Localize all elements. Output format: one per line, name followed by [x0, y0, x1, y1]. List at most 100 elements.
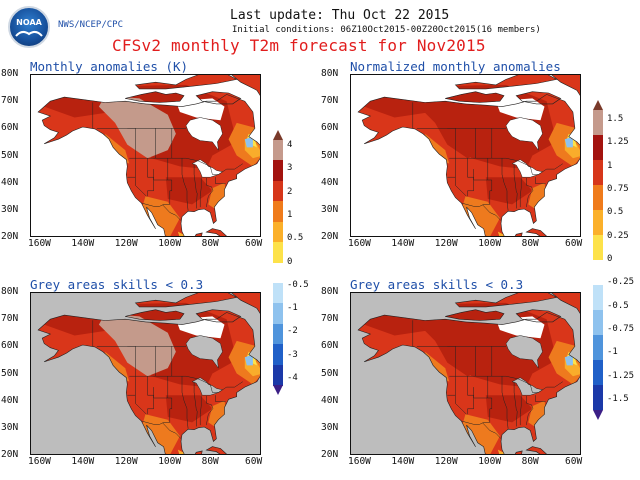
- coastline: [125, 91, 185, 103]
- lon-tick-label: 80W: [521, 456, 539, 467]
- lat-tick-label: 60N: [1, 122, 19, 134]
- anomaly-zone: [418, 313, 496, 377]
- coastline: [205, 228, 229, 237]
- colorbar-tick-label: 4: [287, 140, 293, 150]
- colorbar-top-arrow: [593, 100, 603, 110]
- colorbar-segment: [273, 303, 283, 325]
- colorbar-segment: [273, 140, 283, 161]
- lat-tick-label: 20N: [1, 231, 19, 242]
- lon-tick-label: 120W: [114, 238, 138, 249]
- border-line: [535, 395, 546, 402]
- lat-tick-label: 60N: [1, 340, 19, 352]
- cold-zone: [244, 354, 253, 366]
- lon-tick-label: 60W: [245, 456, 263, 467]
- border-line: [526, 178, 534, 208]
- colorbar-tick-label: 0.5: [607, 207, 624, 218]
- anomaly-zone: [418, 95, 496, 159]
- coastline: [37, 312, 261, 455]
- lat-tick-label: 70N: [321, 313, 339, 325]
- coastline: [230, 292, 261, 316]
- colorbar-tick-label: -1.5: [607, 394, 629, 404]
- border-line: [449, 157, 563, 175]
- colorbar-segment: [273, 364, 283, 386]
- colorbar-segment: [593, 110, 603, 135]
- lat-tick-label: 30N: [1, 203, 19, 215]
- lat-tick-label: 30N: [321, 421, 339, 433]
- coastline: [195, 91, 242, 105]
- coastline: [525, 228, 549, 237]
- noaa-logo-text: NOAA: [16, 18, 42, 27]
- colorbar-anomalies: 4 3 2 1 0.5 0 -0.5 -1 -2 -3 -4: [273, 130, 309, 395]
- coastline: [205, 446, 229, 455]
- border-line: [147, 158, 154, 197]
- colorbar-segment: [273, 242, 283, 264]
- lon-tick-label: 60W: [565, 238, 583, 249]
- colorbar-normalized: 1.5 1.25 1 0.75 0.5 0.25 0 -0.25 -0.5 -0.75 -1 -1.2…: [593, 100, 634, 420]
- border-line: [473, 387, 488, 399]
- border-line: [153, 387, 168, 399]
- colorbar-segment: [593, 210, 603, 235]
- temperature-anomaly-map: [350, 74, 581, 237]
- lon-tick-label: 80W: [201, 238, 219, 249]
- border-line: [153, 169, 168, 181]
- colorbar-tick-label: -3: [287, 349, 298, 360]
- border-line: [129, 157, 243, 175]
- border-line: [206, 178, 214, 208]
- lat-tick-label: 50N: [1, 149, 19, 161]
- border-line: [473, 169, 488, 181]
- map-panel-skill-masked-normalized: [350, 292, 581, 455]
- lat-tick-label: 20N: [321, 449, 339, 460]
- lat-tick-label: 50N: [321, 367, 339, 379]
- colorbar-segment: [273, 262, 283, 284]
- lon-tick-label: 100W: [158, 238, 182, 249]
- colorbar-tick-label: 1: [287, 209, 293, 220]
- lat-tick-label: 20N: [1, 449, 19, 460]
- lat-tick-label: 50N: [321, 149, 339, 161]
- coastline: [550, 74, 581, 98]
- lat-tick-label: 80N: [1, 286, 19, 297]
- colorbar-segment: [593, 135, 603, 160]
- coastline: [525, 446, 549, 455]
- lat-tick-label: 30N: [1, 421, 19, 433]
- colorbar-tick-label: 2: [287, 186, 293, 197]
- coastline: [515, 309, 562, 323]
- lon-tick-label: 140W: [391, 238, 415, 249]
- lon-tick-label: 100W: [158, 456, 182, 467]
- lat-tick-label: 50N: [1, 367, 19, 379]
- coastline: [357, 94, 581, 237]
- coastline: [445, 309, 505, 321]
- cold-zone: [564, 354, 573, 366]
- map-panel-normalized-anomalies: [350, 74, 581, 237]
- lat-tick-label: 30N: [321, 203, 339, 215]
- border-line: [455, 395, 467, 415]
- colorbar-tick-label: 3: [287, 163, 293, 174]
- lat-tick-label: 40N: [1, 176, 19, 188]
- lon-tick-label: 140W: [71, 238, 95, 249]
- cold-zone: [244, 136, 253, 148]
- panel-3-title: Grey areas skills < 0.3: [30, 277, 204, 292]
- border-line: [193, 163, 198, 209]
- colorbar-tick-label: 1.25: [607, 137, 629, 148]
- lon-tick-label: 100W: [478, 238, 502, 249]
- noaa-gull-icon: [15, 30, 43, 37]
- colorbar-tick-label: 0.25: [607, 230, 629, 241]
- lat-tick-label: 40N: [1, 394, 19, 406]
- anomaly-zone: [98, 313, 176, 377]
- colorbar-tick-label: -0.25: [607, 277, 635, 288]
- lon-tick-label: 120W: [434, 238, 458, 249]
- colorbar-top-arrow: [273, 130, 283, 140]
- border-line: [461, 420, 502, 439]
- colorbar-tick-label: 0: [287, 256, 293, 267]
- coastline: [195, 309, 242, 323]
- temperature-anomaly-map: [30, 74, 261, 237]
- border-line: [513, 163, 518, 209]
- colorbar-segment: [593, 335, 603, 360]
- colorbar-segment: [593, 260, 603, 285]
- coastline: [37, 94, 261, 237]
- border-line: [135, 395, 147, 415]
- coastline: [230, 74, 261, 98]
- border-line: [141, 420, 182, 439]
- lat-tick-label: 70N: [1, 95, 19, 107]
- agency-label: NWS/NCEP/CPC: [58, 20, 124, 30]
- panel-1-title: Monthly anomalies (K): [30, 59, 189, 74]
